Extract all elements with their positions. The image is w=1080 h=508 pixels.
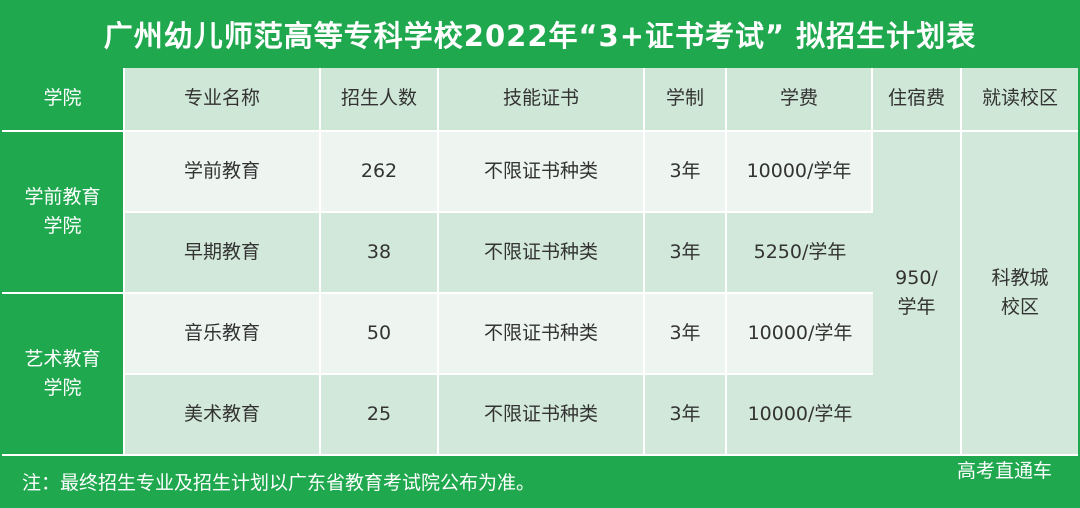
major-cell: 学前教育 — [125, 132, 321, 213]
college-cell-preschool: 学前教育 学院 — [2, 132, 125, 294]
header-campus: 就读校区 — [962, 68, 1078, 132]
page-title: 广州幼儿师范高等专科学校2022年“3+证书考试” 拟招生计划表 — [2, 2, 1078, 66]
tuition-cell: 5250/学年 — [727, 213, 873, 294]
enrollment-table: 学院 专业名称 招生人数 技能证书 学制 学费 住宿费 就读校区 学前教育 学院… — [2, 68, 1078, 456]
watermark-text: 高考直通车 — [956, 460, 1052, 482]
header-major: 专业名称 — [125, 68, 321, 132]
certificate-cell: 不限证书种类 — [439, 213, 645, 294]
college-cell-arts: 艺术教育 学院 — [2, 294, 125, 456]
duration-cell: 3年 — [645, 213, 727, 294]
enrollment-cell: 50 — [321, 294, 439, 375]
campus-cell: 科教城 校区 — [962, 132, 1078, 456]
college-name-line: 学院 — [43, 377, 82, 399]
college-name-line: 学前教育 — [24, 185, 101, 208]
tuition-cell: 10000/学年 — [727, 132, 873, 213]
header-certificate: 技能证书 — [439, 68, 645, 132]
header-college: 学院 — [2, 68, 125, 132]
enrollment-cell: 25 — [321, 375, 439, 456]
table-row: 艺术教育 学院 音乐教育 50 不限证书种类 3年 10000/学年 — [2, 294, 1078, 456]
table-row: 美术教育 25 不限证书种类 3年 10000/学年 — [2, 375, 1078, 456]
certificate-cell: 不限证书种类 — [439, 375, 645, 456]
header-accommodation: 住宿费 — [873, 68, 962, 132]
accommodation-cell: 950/ 学年 — [873, 132, 962, 456]
header-enrollment: 招生人数 — [321, 68, 439, 132]
college-name-line: 艺术教育 — [24, 347, 101, 370]
college-name-line: 学院 — [43, 215, 82, 237]
certificate-cell: 不限证书种类 — [439, 294, 645, 375]
tuition-cell: 10000/学年 — [727, 294, 873, 375]
campus-line: 科教城 — [991, 266, 1049, 289]
enrollment-cell: 38 — [321, 213, 439, 294]
certificate-cell: 不限证书种类 — [439, 132, 645, 213]
major-cell: 美术教育 — [125, 375, 321, 456]
duration-cell: 3年 — [645, 375, 727, 456]
accommodation-line: 950/ — [895, 266, 938, 289]
footer-bar: 注：最终招生专业及招生计划以广东省教育考试院公布为准。 高考直通车 — [2, 456, 1078, 506]
duration-cell: 3年 — [645, 132, 727, 213]
major-cell: 音乐教育 — [125, 294, 321, 375]
footer-note: 注：最终招生专业及招生计划以广东省教育考试院公布为准。 — [22, 472, 536, 494]
header-duration: 学制 — [645, 68, 727, 132]
accommodation-line: 学年 — [897, 296, 936, 318]
table-row: 早期教育 38 不限证书种类 3年 5250/学年 — [2, 213, 1078, 294]
header-tuition: 学费 — [727, 68, 873, 132]
enrollment-cell: 262 — [321, 132, 439, 213]
tuition-cell: 10000/学年 — [727, 375, 873, 456]
table-header-row: 学院 专业名称 招生人数 技能证书 学制 学费 住宿费 就读校区 — [2, 68, 1078, 132]
table-row: 学前教育 学院 学前教育 262 不限证书种类 3年 10000/学年 950/… — [2, 132, 1078, 456]
campus-line: 校区 — [1000, 296, 1039, 318]
duration-cell: 3年 — [645, 294, 727, 375]
major-cell: 早期教育 — [125, 213, 321, 294]
